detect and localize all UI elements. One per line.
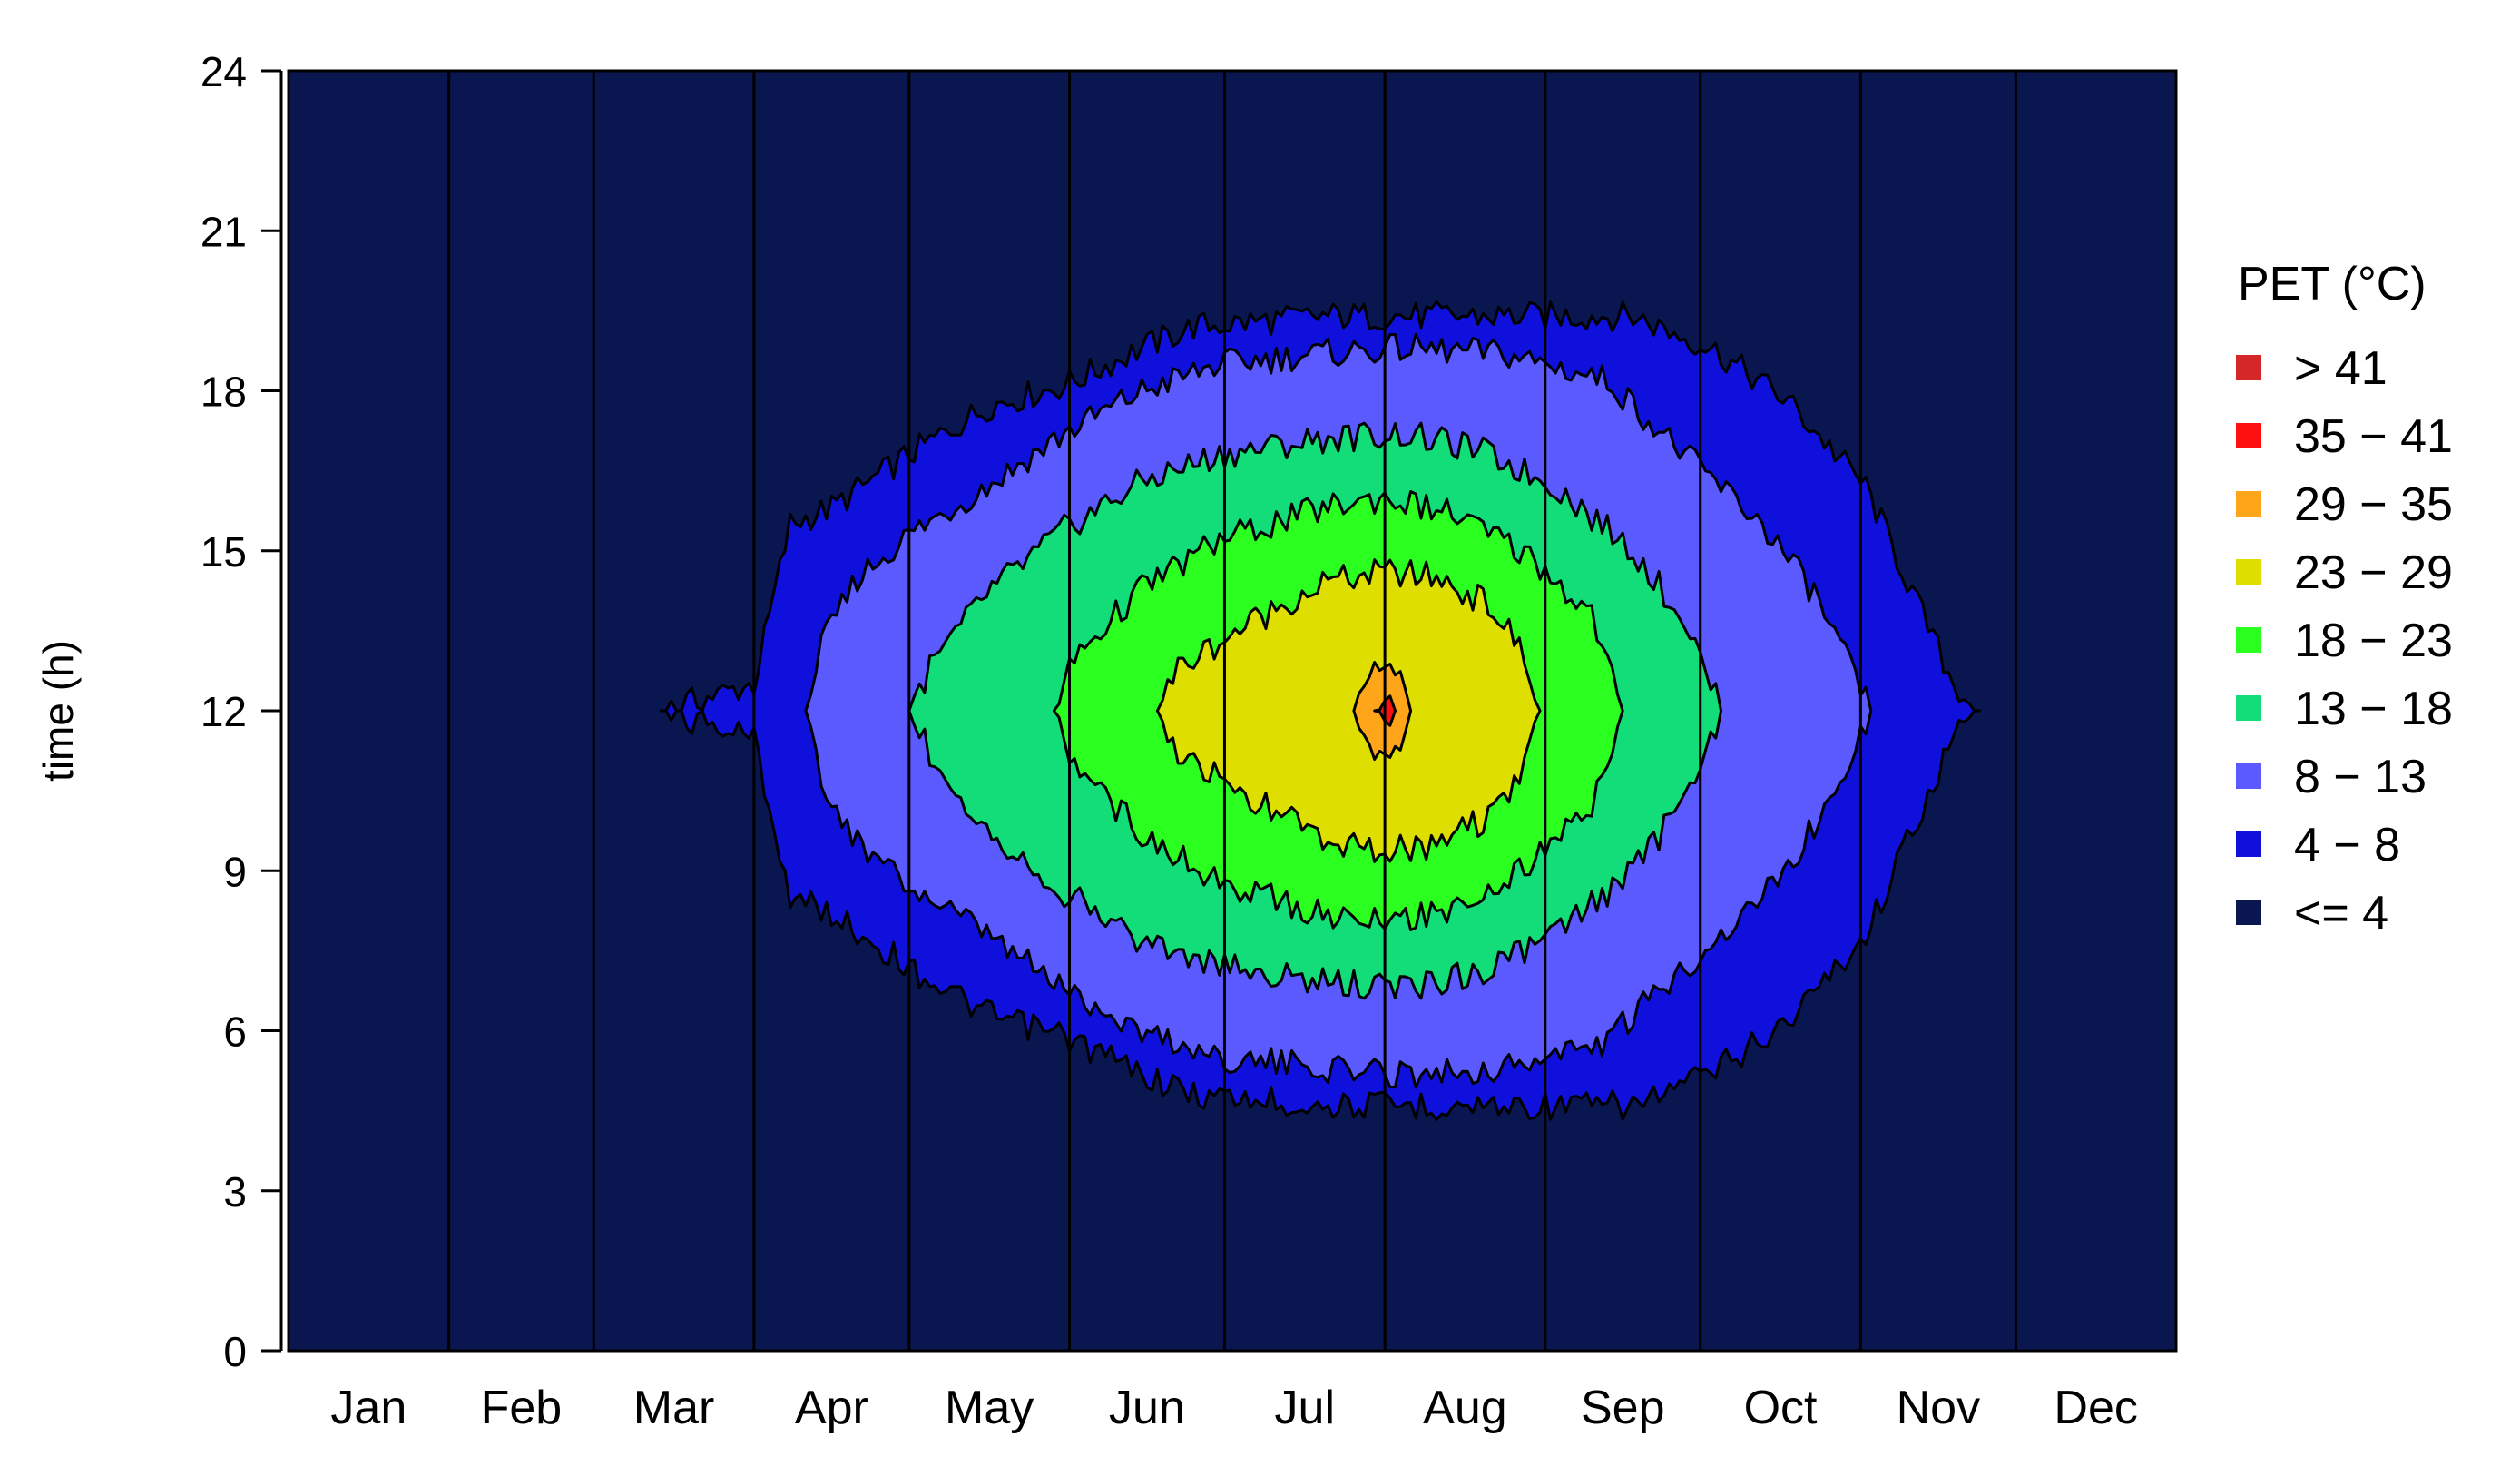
x-tick-label: Apr: [795, 1382, 868, 1434]
x-tick-label: Feb: [481, 1382, 563, 1434]
legend-label: 8 − 13: [2294, 751, 2427, 803]
y-tick-label: 3: [223, 1168, 247, 1215]
legend-label: 29 − 35: [2294, 478, 2453, 531]
x-tick-label: Nov: [1897, 1382, 1980, 1434]
y-tick-label: 15: [201, 528, 247, 576]
y-tick-label: 9: [223, 848, 247, 895]
x-tick-label: Oct: [1744, 1382, 1818, 1434]
legend-label: 18 − 23: [2294, 615, 2453, 667]
plot-area: [289, 71, 2176, 1351]
y-axis-label: time (h): [34, 640, 82, 782]
x-tick-label: Mar: [633, 1382, 715, 1434]
y-axis: 0 3 6 9 12 15 18 21 24: [201, 48, 283, 1375]
x-tick-label: Jun: [1109, 1382, 1185, 1434]
legend-swatch: [2236, 355, 2261, 380]
month-boundary-lines: [447, 71, 2017, 1351]
x-tick-label: Sep: [1581, 1382, 1665, 1434]
x-tick-label: Jul: [1275, 1382, 1335, 1434]
plot-frame: [287, 69, 2178, 1353]
contour-band-5: [1155, 558, 1542, 863]
legend-label: 23 − 29: [2294, 546, 2453, 599]
legend-swatch: [2236, 900, 2261, 925]
y-tick-label: 6: [223, 1008, 247, 1056]
legend-swatch: [2236, 627, 2261, 653]
y-tick-label: 18: [201, 369, 247, 416]
x-tick-label: Jan: [330, 1382, 407, 1434]
legend-swatch: [2236, 423, 2261, 448]
legend-label: 13 − 18: [2294, 683, 2453, 735]
legend-label: > 41: [2294, 342, 2388, 395]
legend-label: 4 − 8: [2294, 819, 2400, 871]
x-tick-label: Dec: [2054, 1382, 2137, 1434]
x-tick-label: Aug: [1423, 1382, 1507, 1434]
legend-swatch: [2236, 831, 2261, 857]
legend-swatch: [2236, 695, 2261, 721]
y-tick-label: 0: [223, 1328, 247, 1375]
legend-label: 35 − 41: [2294, 410, 2453, 463]
legend-swatch: [2236, 491, 2261, 517]
legend-swatch: [2236, 763, 2261, 789]
legend: PET (°C) > 41 35 − 41 29 − 35 23 − 29 18 − 2…: [2236, 258, 2453, 940]
y-tick-label: 24: [201, 48, 247, 95]
legend-label: <= 4: [2294, 887, 2388, 940]
y-tick-label: 21: [201, 208, 247, 255]
x-axis: Jan Feb Mar Apr May Jun Jul Aug Sep Oct Nov Dec: [330, 1382, 2138, 1434]
y-tick-label: 12: [201, 688, 247, 735]
legend-title: PET (°C): [2238, 258, 2427, 310]
legend-swatch: [2236, 559, 2261, 585]
x-tick-label: May: [945, 1382, 1034, 1434]
